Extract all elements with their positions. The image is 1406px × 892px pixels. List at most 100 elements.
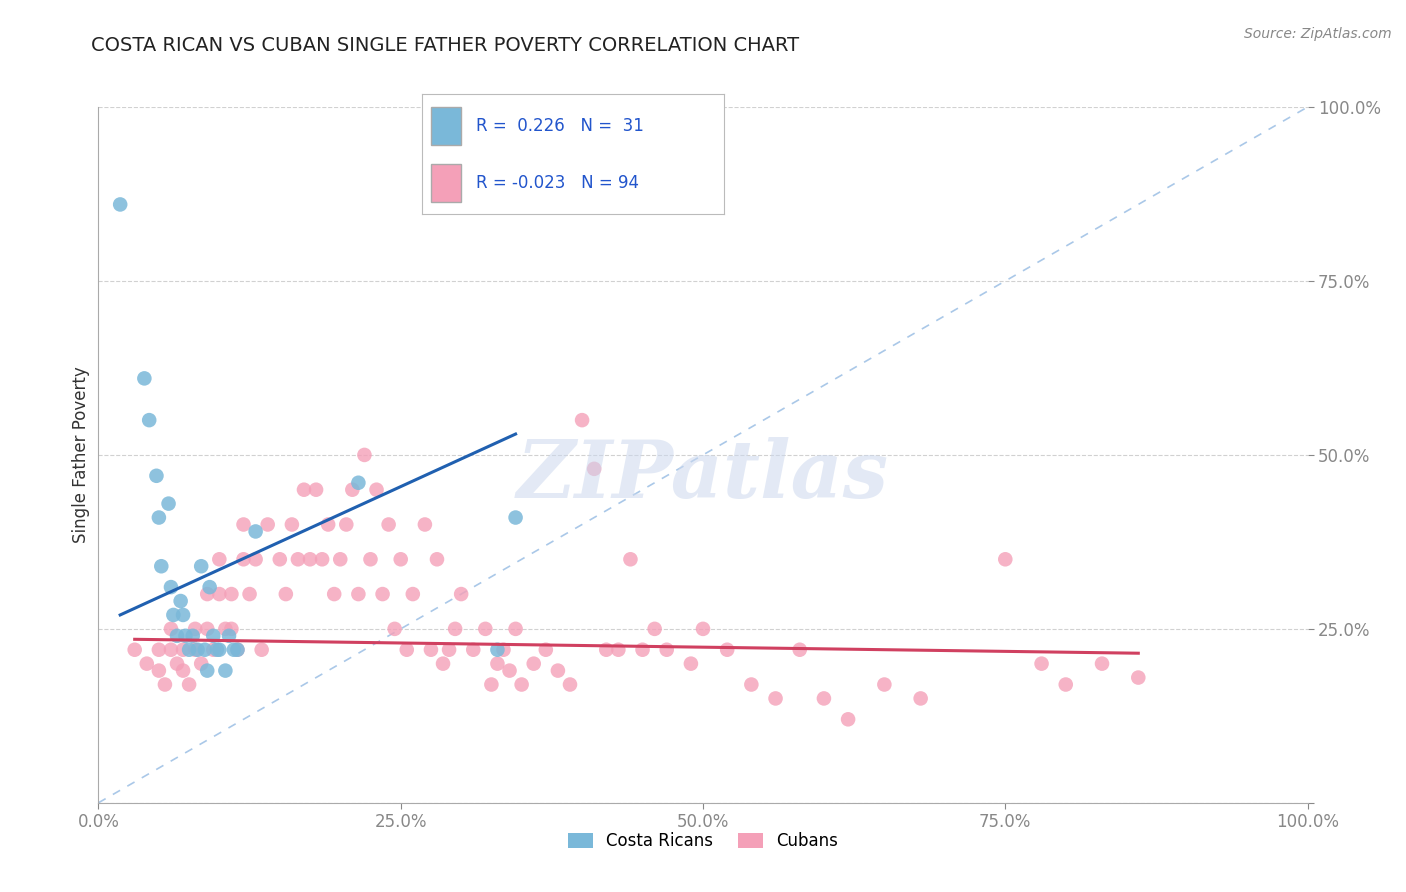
FancyBboxPatch shape [430, 163, 461, 202]
Point [740, 677, 762, 691]
Point [108, 197, 131, 211]
Point [195, 664, 218, 678]
Point [426, 552, 449, 566]
Point [619, 552, 641, 566]
Point [172, 642, 194, 657]
Point [432, 657, 454, 671]
Text: COSTA RICAN VS CUBAN SINGLE FATHER POVERTY CORRELATION CHART: COSTA RICAN VS CUBAN SINGLE FATHER POVER… [91, 36, 800, 54]
Point [221, 622, 243, 636]
Point [205, 642, 228, 657]
Point [162, 607, 184, 622]
Point [486, 657, 509, 671]
Point [655, 642, 678, 657]
FancyBboxPatch shape [430, 107, 461, 145]
Point [232, 552, 254, 566]
Point [631, 642, 654, 657]
Point [190, 657, 212, 671]
Legend: Costa Ricans, Cubans: Costa Ricans, Cubans [561, 826, 845, 857]
Point [437, 642, 460, 657]
Point [420, 642, 443, 657]
Point [335, 517, 357, 532]
Point [644, 622, 666, 636]
Point [347, 587, 370, 601]
Point [198, 580, 221, 594]
Point [837, 712, 859, 726]
Point [311, 552, 333, 566]
Point [172, 664, 194, 678]
Point [208, 552, 231, 566]
Point [145, 468, 167, 483]
Point [245, 524, 267, 539]
Point [160, 580, 183, 594]
Point [274, 587, 297, 601]
Point [492, 642, 515, 657]
Point [195, 622, 218, 636]
Point [157, 497, 180, 511]
Point [789, 642, 811, 657]
Point [1091, 657, 1114, 671]
Point [486, 642, 509, 657]
Point [299, 552, 322, 566]
Point [202, 629, 225, 643]
Point [765, 691, 787, 706]
Point [190, 559, 212, 574]
Text: R =  0.226   N =  31: R = 0.226 N = 31 [477, 117, 644, 136]
Point [463, 642, 485, 657]
Point [148, 510, 170, 524]
Point [571, 413, 593, 427]
Point [150, 559, 173, 574]
Point [218, 629, 240, 643]
Point [134, 371, 156, 385]
Point [269, 552, 291, 566]
Point [160, 642, 183, 657]
Point [505, 622, 527, 636]
Point [202, 642, 225, 657]
Point [510, 677, 533, 691]
Point [329, 552, 352, 566]
Point [221, 587, 243, 601]
Point [547, 664, 569, 678]
Point [148, 664, 170, 678]
Point [226, 642, 249, 657]
Point [873, 677, 896, 691]
Point [692, 622, 714, 636]
Point [184, 642, 207, 657]
Point [305, 483, 328, 497]
Point [256, 517, 278, 532]
Point [534, 642, 557, 657]
Point [523, 657, 546, 671]
Point [208, 587, 231, 601]
Y-axis label: Single Father Poverty: Single Father Poverty [72, 367, 90, 543]
Point [450, 587, 472, 601]
Point [558, 677, 581, 691]
Point [342, 483, 364, 497]
Point [208, 642, 231, 657]
Point [194, 642, 217, 657]
Point [595, 642, 617, 657]
Point [481, 677, 503, 691]
Point [353, 448, 375, 462]
Point [1031, 657, 1053, 671]
Point [347, 475, 370, 490]
Point [160, 622, 183, 636]
Point [250, 642, 273, 657]
Point [124, 642, 146, 657]
Point [413, 517, 436, 532]
Text: ZIPatlas: ZIPatlas [517, 437, 889, 515]
Point [166, 629, 188, 643]
Point [360, 552, 382, 566]
Point [994, 552, 1017, 566]
Point [377, 517, 399, 532]
Point [474, 622, 496, 636]
Point [910, 691, 932, 706]
Point [607, 642, 630, 657]
Point [184, 622, 207, 636]
Point [505, 510, 527, 524]
Point [389, 552, 412, 566]
Point [245, 552, 267, 566]
Point [323, 587, 346, 601]
Text: R = -0.023   N = 94: R = -0.023 N = 94 [477, 174, 640, 192]
Point [287, 552, 309, 566]
Point [716, 642, 738, 657]
Point [195, 587, 218, 601]
